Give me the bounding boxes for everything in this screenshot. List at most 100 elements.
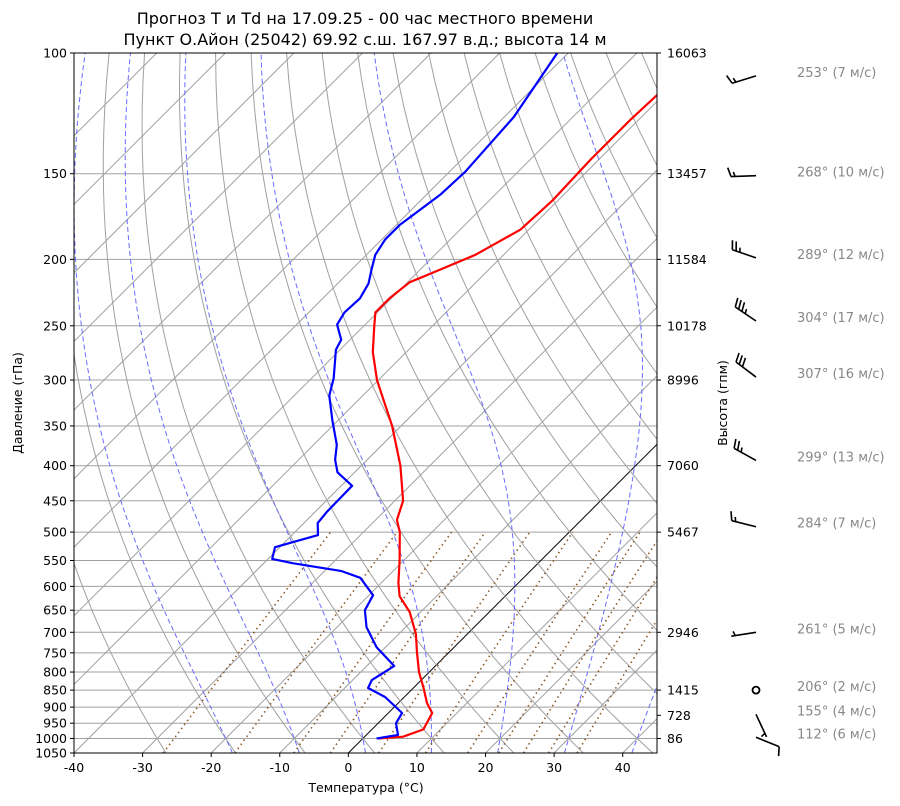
zero-isotherm xyxy=(347,443,657,753)
mixing-ratio-line xyxy=(576,618,657,753)
barb-staff xyxy=(730,174,757,178)
y-tick-label: 400 xyxy=(43,458,67,473)
barb-half xyxy=(732,631,736,636)
y-axis-label: Давление (гПа) xyxy=(10,352,25,454)
series-t-line xyxy=(371,93,657,740)
x-tick-label: -10 xyxy=(270,760,290,775)
wind-barb: 299° (13 м/с) xyxy=(733,438,885,465)
moist-adiabat xyxy=(260,53,432,753)
moist-adiabat xyxy=(74,53,233,753)
barb-full xyxy=(777,746,780,757)
mixing-ratio-line xyxy=(377,531,531,753)
axes: -40 -30 -20 -10 0 10 20 30 40 100 150 200 250 300 350 4… xyxy=(35,46,707,776)
isotherm xyxy=(74,53,363,343)
mixing-ratio-line xyxy=(293,531,453,753)
wind-label: 253° (7 м/с) xyxy=(797,66,876,81)
isotherm xyxy=(485,580,657,753)
mixing-ratio-line xyxy=(498,531,641,753)
isotherm xyxy=(74,53,638,617)
x-tick-label: 20 xyxy=(478,760,494,775)
x-tick-label: -40 xyxy=(64,760,84,775)
wind-barb: 284° (7 м/с) xyxy=(730,511,876,532)
wind-barb: 268° (10 м/с) xyxy=(726,166,885,181)
dry-adiabat xyxy=(748,53,900,753)
wind-barb: 112° (6 м/с) xyxy=(755,727,876,757)
wind-label: 206° (2 м/с) xyxy=(797,680,876,695)
isotherm xyxy=(74,53,295,274)
barb-full xyxy=(741,302,746,312)
dry-adiabat xyxy=(463,53,657,440)
dry-adiabat xyxy=(855,53,900,753)
barb-staff xyxy=(731,519,757,528)
height-tick-label: 728 xyxy=(667,708,691,723)
dry-adiabat xyxy=(141,53,376,753)
dry-adiabat xyxy=(250,53,584,753)
barb-full xyxy=(733,438,737,449)
barb-half xyxy=(760,732,766,738)
barb-full xyxy=(741,357,747,368)
y-tick-label: 900 xyxy=(43,700,67,715)
barb-full xyxy=(738,355,744,365)
moist-adiabat xyxy=(184,53,366,753)
y-tick-label: 350 xyxy=(43,418,67,433)
wind-label: 112° (6 м/с) xyxy=(797,727,876,742)
dry-adiabat xyxy=(286,53,654,753)
x-axis-label: Температура (°C) xyxy=(307,780,423,795)
barb-full xyxy=(725,75,733,84)
isotherm xyxy=(142,237,657,753)
wind-label: 284° (7 м/с) xyxy=(797,517,876,532)
y-tick-label: 750 xyxy=(43,645,67,660)
y-tick-label: 600 xyxy=(43,579,67,594)
moist-adiabat xyxy=(631,684,657,753)
barb-full xyxy=(726,167,732,177)
wind-barb: 206° (2 м/с) xyxy=(751,680,876,695)
x-tick-label: -20 xyxy=(201,760,221,775)
dry-adiabat xyxy=(357,53,657,631)
isotherm xyxy=(74,100,657,686)
wind-barb: 289° (12 м/с) xyxy=(731,240,885,263)
barb-staff xyxy=(731,75,757,84)
wind-label: 289° (12 м/с) xyxy=(797,248,885,263)
dry-adiabat xyxy=(74,53,237,753)
y-tick-label: 1000 xyxy=(35,731,67,746)
barb-half xyxy=(732,77,737,83)
series-td-line xyxy=(271,53,559,740)
wind-label: 299° (13 м/с) xyxy=(797,450,885,465)
chart-title-line2: Пункт О.Айон (25042) 69.92 с.ш. 167.97 в… xyxy=(123,30,606,49)
dry-adiabat xyxy=(605,53,657,167)
height-tick-label: 86 xyxy=(667,731,683,746)
y-tick-label: 100 xyxy=(43,46,67,61)
chart-title-line1: Прогноз T и Td на 17.09.25 - 00 час мест… xyxy=(137,9,593,28)
height-tick-label: 2946 xyxy=(667,625,699,640)
barb-half xyxy=(732,171,736,177)
wind-label: 155° (4 м/с) xyxy=(797,704,876,719)
isotherm xyxy=(622,717,657,753)
wind-barb: 304° (17 м/с) xyxy=(734,297,885,326)
wind-label: 304° (17 м/с) xyxy=(797,311,885,326)
height-tick-label: 8996 xyxy=(667,373,699,388)
profiles xyxy=(271,53,657,740)
barb-staff xyxy=(735,361,757,378)
barb-half xyxy=(744,308,748,314)
wind-barb: 307° (16 м/с) xyxy=(735,352,885,382)
y-tick-label: 450 xyxy=(43,493,67,508)
wind-barb: 253° (7 м/с) xyxy=(725,66,876,84)
dry-adiabat xyxy=(677,53,900,753)
y2-axis-label: Высота (гпм) xyxy=(715,360,730,446)
height-tick-label: 13457 xyxy=(667,166,707,181)
x-tick-label: 10 xyxy=(409,760,425,775)
dry-adiabat xyxy=(215,53,515,753)
barb-staff xyxy=(734,306,757,322)
barb-staff xyxy=(731,631,757,637)
height-tick-label: 1415 xyxy=(667,683,699,698)
dry-adiabat xyxy=(570,53,657,239)
barb-half xyxy=(740,447,743,453)
y-tick-label: 300 xyxy=(43,373,67,388)
moist-adiabat xyxy=(562,53,643,753)
x-tick-label: -30 xyxy=(132,760,152,775)
dry-adiabat xyxy=(321,53,657,695)
mixing-ratio-line xyxy=(548,575,657,753)
y-tick-label: 550 xyxy=(43,553,67,568)
height-tick-label: 7060 xyxy=(667,458,699,473)
background-lines xyxy=(74,53,900,753)
